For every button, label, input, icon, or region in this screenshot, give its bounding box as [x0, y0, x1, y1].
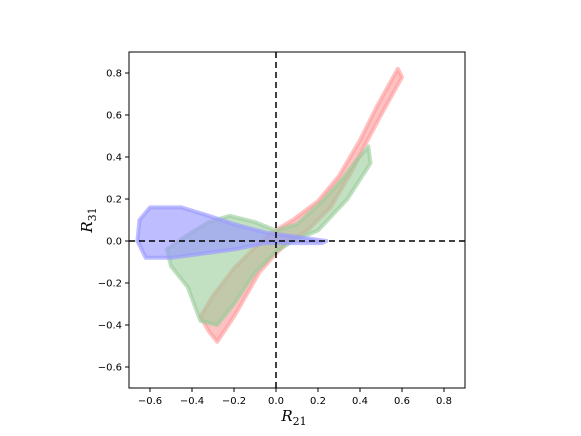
- x-tick-label: 0.0: [268, 396, 284, 407]
- y-axis-ticks: −0.6 −0.4 −0.2 0.0 0.2 0.4 0.6 0.8: [98, 69, 129, 374]
- x-tick-label: 0.2: [310, 396, 326, 407]
- y-tick-label: −0.2: [98, 279, 122, 290]
- x-axis-label-base: R: [280, 407, 292, 425]
- plot-area: [128, 51, 466, 389]
- x-tick-label: −0.4: [180, 396, 204, 407]
- y-tick-label: 0.6: [106, 111, 122, 122]
- x-tick-label: −0.2: [222, 396, 246, 407]
- x-tick-label: 0.8: [436, 396, 452, 407]
- y-tick-label: 0.0: [106, 237, 122, 248]
- y-axis-label-base: R: [78, 221, 96, 233]
- x-tick-label: 0.4: [352, 396, 368, 407]
- data-clouds: [135, 66, 404, 344]
- x-axis-label-subscript: 21: [293, 415, 307, 428]
- data-cloud-3: [135, 205, 329, 260]
- y-tick-label: −0.4: [98, 321, 122, 332]
- y-tick-label: −0.6: [98, 363, 122, 374]
- axes-frame: [128, 51, 466, 389]
- x-tick-label: −0.6: [138, 396, 162, 407]
- y-axis-label: R31: [78, 207, 99, 233]
- x-axis-ticks: −0.6 −0.4 −0.2 0.0 0.2 0.4 0.6 0.8: [138, 388, 452, 407]
- x-axis-label: R21: [280, 407, 306, 428]
- reference-lines: [129, 52, 465, 388]
- y-axis-label-subscript: 31: [86, 207, 99, 221]
- x-tick-label: 0.6: [394, 396, 410, 407]
- y-tick-label: 0.8: [106, 69, 122, 80]
- y-tick-label: 0.2: [106, 195, 122, 206]
- y-tick-label: 0.4: [106, 153, 122, 164]
